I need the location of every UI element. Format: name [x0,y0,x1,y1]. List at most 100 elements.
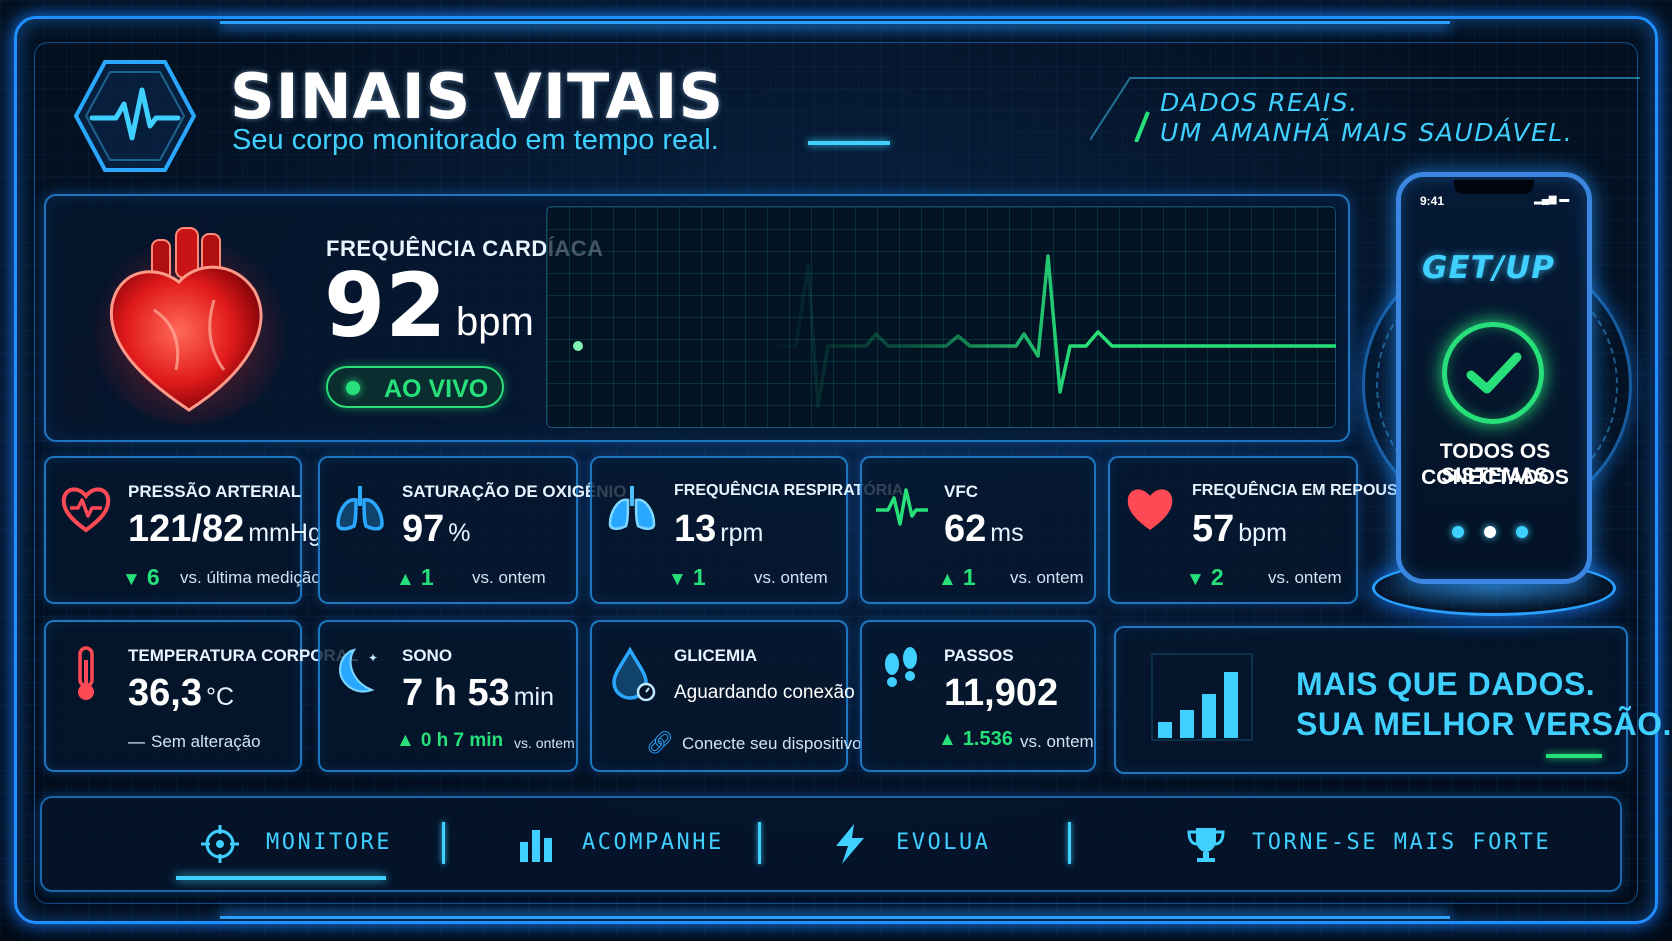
live-dot-icon [346,381,360,395]
metric-label: FREQUÊNCIA EM REPOUSO [1192,482,1411,499]
bar-chart-icon [520,830,552,862]
blood-drop-icon [604,646,660,702]
target-icon [201,825,239,863]
nav-divider [1068,822,1071,864]
metric-delta: 6 [122,564,160,591]
metric-comparison: vs. ontem [1268,568,1342,587]
lightning-icon [836,824,864,864]
check-circle-icon [1442,322,1544,424]
nav-label: EVOLUA [896,830,991,855]
signal-battery-icon: ▂▄▆ ▬ [1534,194,1570,205]
metric-delta: 1 [668,564,706,591]
metric-comparison: vs. ontem [472,568,546,587]
metric-value: 97% [402,508,471,550]
metric-value: 7 h 53 min [402,672,555,714]
frame-accent-bottom [220,916,1450,926]
metric-label: VFC [944,482,978,501]
nav-divider [758,822,761,864]
footprints-icon [874,644,930,700]
phone-notch [1454,180,1534,194]
metric-comparison: Sem alteração [128,732,261,752]
nav-label: TORNE-SE MAIS FORTE [1252,830,1552,855]
heart-icon [1122,480,1178,536]
metric-label: TEMPERATURA CORPORAL [128,646,359,665]
metric-label: FREQUÊNCIA RESPIRATÓRIA [674,482,904,499]
page-title: SINAIS VITAIS [230,60,725,133]
metric-card-body-temperature[interactable]: TEMPERATURA CORPORAL 36,3°C Sem alteraçã… [44,620,358,772]
lungs-icon [332,480,388,536]
phone-clock: 9:41 [1420,194,1445,208]
metric-comparison: vs. ontem [514,735,575,751]
tagline-frame [1090,77,1640,142]
phone-status-line1: TODOS OS SISTEMAS [1439,440,1551,487]
nav-item-monitore[interactable]: MONITORE [200,820,390,868]
promo-line2: SUA MELHOR VERSÃO. [1296,706,1672,742]
heart-rate-value: 92 [324,254,447,357]
phone-pager-dots [1452,526,1542,538]
metric-card-oxygen-saturation[interactable]: SATURAÇÃO DE OXIGÊNIO 97% 1 vs. ontem [318,456,626,604]
nav-divider [442,822,445,864]
metric-value: Aguardando conexão [674,682,855,703]
metric-value: 11,902 [944,672,1059,714]
metric-delta: 1.536 [938,728,1013,751]
metric-comparison: vs. ontem [1020,732,1094,751]
promo-card [1114,626,1628,774]
outer-frame [14,16,1658,924]
lungs-icon [604,480,660,536]
nav-label: ACOMPANHE [582,830,724,855]
metric-label: PASSOS [944,646,1014,665]
heartbeat-hexagon-icon [73,60,197,172]
ecg-chart [546,206,1336,428]
trophy-icon [1187,828,1225,862]
metric-label: SATURAÇÃO DE OXIGÊNIO [402,482,627,501]
metric-delta: 1 [396,564,434,591]
metric-value: 36,3 °C [128,672,235,714]
tagline-line2: UM AMANHÃ MAIS SAUDÁVEL. [1160,118,1574,147]
heart-icon [89,225,289,425]
metric-card-glucose[interactable]: GLICEMIA Aguardando conexão 🔗︎ Conecte s… [590,620,862,772]
metric-label: GLICEMIA [674,646,758,665]
metric-label: SONO [402,646,453,665]
inner-frame [34,42,1638,904]
metric-value: 121/82 mmHg [128,508,322,550]
ecg-trace [573,254,1336,408]
link-icon: 🔗︎ [646,730,674,755]
bar-chart-icon [1151,653,1253,741]
metric-delta: 2 [1186,564,1224,591]
phone-status-line2: CONECTADOS [1421,466,1569,489]
metric-label: PRESSÃO ARTERIAL [128,482,302,501]
nav-item-acompanhe[interactable]: ACOMPANHE [516,820,721,868]
metric-delta: 1 [938,564,976,591]
subtitle-accent-line [808,141,890,145]
thermometer-icon [58,646,114,702]
frame-accent-top [220,14,1450,24]
tagline-line1: DADOS REAIS. [1160,88,1359,117]
connect-device-link[interactable]: Conecte seu dispositivo [682,734,862,753]
metric-value: 57 bpm [1192,508,1287,550]
metric-comparison: vs. ontem [754,568,828,587]
heart-monitor-icon [58,480,114,536]
metric-comparison: vs. última medição [180,568,321,587]
live-badge-label: AO VIVO [384,375,489,403]
metric-card-steps[interactable]: PASSOS 11,902 1.536 vs. ontem [860,620,1096,772]
metric-value: 13 rpm [674,508,764,550]
moon-icon: ✦ [332,646,388,702]
brand-logo: GET/UP [1422,250,1555,286]
heart-rate-unit: bpm [456,300,534,344]
metric-comparison: vs. ontem [1010,568,1084,587]
metric-delta: 0 h 7 min [396,730,503,752]
pulse-icon [874,480,930,536]
live-badge: AO VIVO [326,366,504,408]
svg-text:✦: ✦ [368,651,378,665]
nav-item-evolua[interactable]: EVOLUA [830,820,990,868]
nav-item-torne-se-mais-forte[interactable]: TORNE-SE MAIS FORTE [1186,820,1549,868]
page-subtitle: Seu corpo monitorado em tempo real. [232,124,719,156]
promo-line1: MAIS QUE DADOS. [1296,666,1596,702]
nav-label: MONITORE [266,830,392,855]
promo-underline [1546,754,1602,758]
